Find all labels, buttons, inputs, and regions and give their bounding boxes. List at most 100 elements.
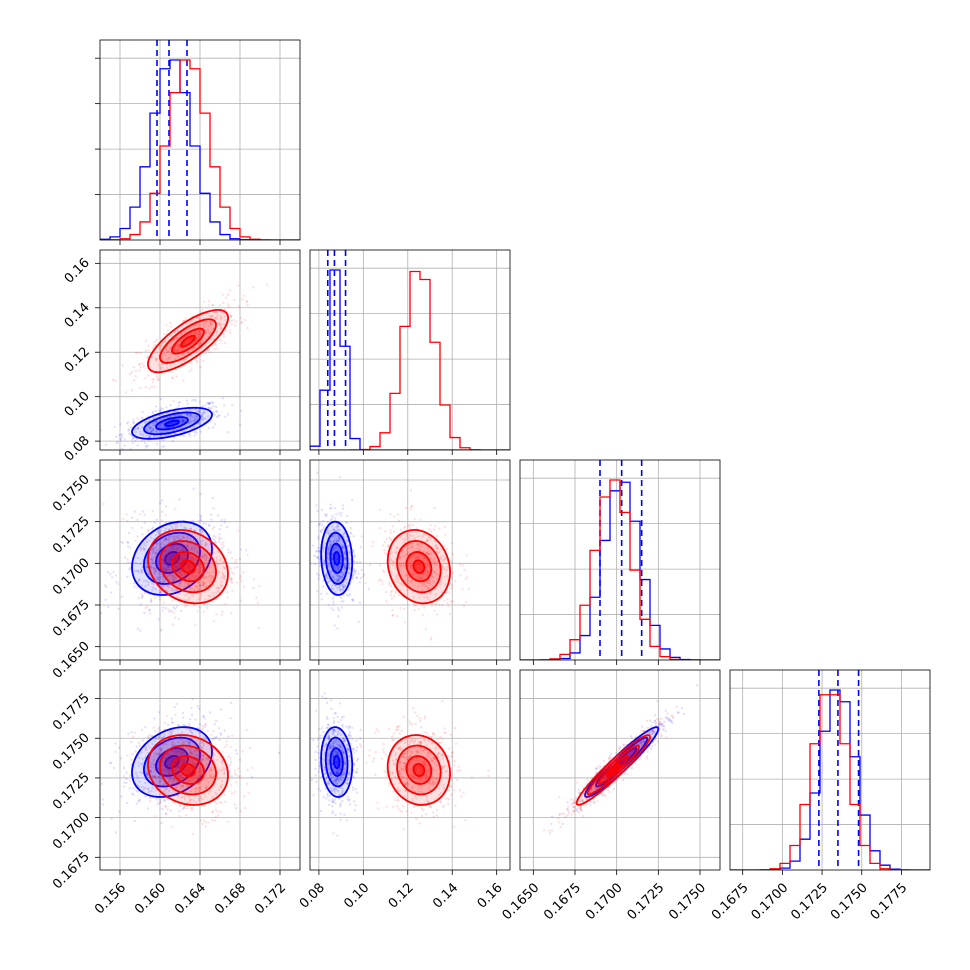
sample-point xyxy=(178,538,182,541)
sample-point xyxy=(401,775,405,778)
sample-point xyxy=(325,571,328,575)
sample-point xyxy=(174,567,177,571)
sample-point xyxy=(216,770,219,773)
sample-point xyxy=(234,560,237,564)
sample-point xyxy=(426,569,429,573)
sample-point xyxy=(345,578,349,581)
sample-point xyxy=(171,545,174,548)
sample-point xyxy=(136,417,139,420)
sample-point xyxy=(150,536,153,540)
sample-point xyxy=(168,356,171,359)
sample-point xyxy=(198,571,201,574)
sample-point xyxy=(348,803,352,806)
sample-point xyxy=(188,723,191,726)
sample-point xyxy=(338,779,342,782)
sample-point xyxy=(184,814,188,817)
sample-point xyxy=(162,735,165,738)
sample-point xyxy=(166,423,170,426)
sample-point xyxy=(198,707,201,710)
sample-point xyxy=(182,796,186,799)
sample-point xyxy=(330,553,334,556)
sample-point xyxy=(223,518,226,521)
sample-point xyxy=(188,785,191,789)
sample-point xyxy=(189,784,192,788)
sample-point xyxy=(408,527,412,530)
sample-point xyxy=(180,347,183,350)
sample-point xyxy=(336,762,339,766)
sample-point xyxy=(170,376,174,379)
sample-point xyxy=(162,739,166,743)
sample-point xyxy=(146,444,150,447)
sample-point xyxy=(352,569,356,573)
sample-point xyxy=(406,588,409,592)
sample-point xyxy=(400,550,403,554)
sample-point xyxy=(154,752,158,756)
sample-point xyxy=(328,747,331,751)
sample-point xyxy=(169,346,172,350)
sample-point xyxy=(422,556,425,560)
sample-point xyxy=(218,739,221,742)
sample-point xyxy=(436,764,439,768)
sample-point xyxy=(193,795,197,799)
sample-point xyxy=(192,487,195,491)
sample-point xyxy=(413,537,416,540)
sample-point xyxy=(428,591,431,594)
sample-point xyxy=(145,444,148,448)
sample-point xyxy=(318,522,321,526)
sample-point xyxy=(188,577,191,581)
sample-point xyxy=(388,581,391,584)
sample-point xyxy=(207,348,210,351)
sample-point xyxy=(437,551,440,554)
sample-point xyxy=(195,418,199,421)
sample-point xyxy=(398,582,402,585)
sample-point xyxy=(376,807,380,810)
sample-point xyxy=(367,587,370,590)
sample-point xyxy=(191,416,194,419)
sample-point xyxy=(374,773,377,776)
sample-point xyxy=(332,716,335,720)
sample-point xyxy=(206,757,210,761)
sample-point xyxy=(412,573,415,576)
sample-point xyxy=(451,600,455,603)
sample-point xyxy=(213,723,216,726)
sample-point xyxy=(172,606,176,609)
sample-point xyxy=(208,774,212,778)
sample-point xyxy=(179,537,183,540)
sample-point xyxy=(175,567,178,571)
sample-point xyxy=(347,759,351,762)
sample-point xyxy=(178,561,181,564)
sample-point xyxy=(201,761,205,764)
sample-point xyxy=(164,797,168,800)
sample-point xyxy=(351,738,354,741)
sample-point xyxy=(187,771,190,774)
sample-point xyxy=(152,428,155,431)
sample-point xyxy=(165,585,169,588)
sample-point xyxy=(416,562,420,565)
sample-point xyxy=(171,742,175,745)
sample-point xyxy=(159,776,162,779)
sample-point xyxy=(142,434,145,437)
sample-point xyxy=(225,329,228,333)
sample-point xyxy=(336,524,339,528)
sample-point xyxy=(191,769,194,772)
sample-point xyxy=(351,598,355,601)
sample-point xyxy=(410,579,414,583)
sample-point xyxy=(139,547,142,551)
sample-point xyxy=(407,579,410,582)
sample-point xyxy=(129,447,132,450)
sample-point xyxy=(219,559,222,563)
sample-point xyxy=(422,808,425,812)
sample-point xyxy=(394,550,398,554)
sample-point xyxy=(193,763,196,766)
sample-point xyxy=(418,778,421,781)
sample-point xyxy=(204,821,207,824)
sample-point xyxy=(450,560,454,564)
sample-point xyxy=(153,775,156,779)
sample-point xyxy=(165,406,168,409)
sample-point xyxy=(123,785,126,788)
x-tick-label: 0.160 xyxy=(132,880,169,917)
sample-point xyxy=(219,318,222,321)
sample-point xyxy=(212,570,215,574)
sample-point xyxy=(203,717,206,720)
sample-point xyxy=(152,758,156,761)
